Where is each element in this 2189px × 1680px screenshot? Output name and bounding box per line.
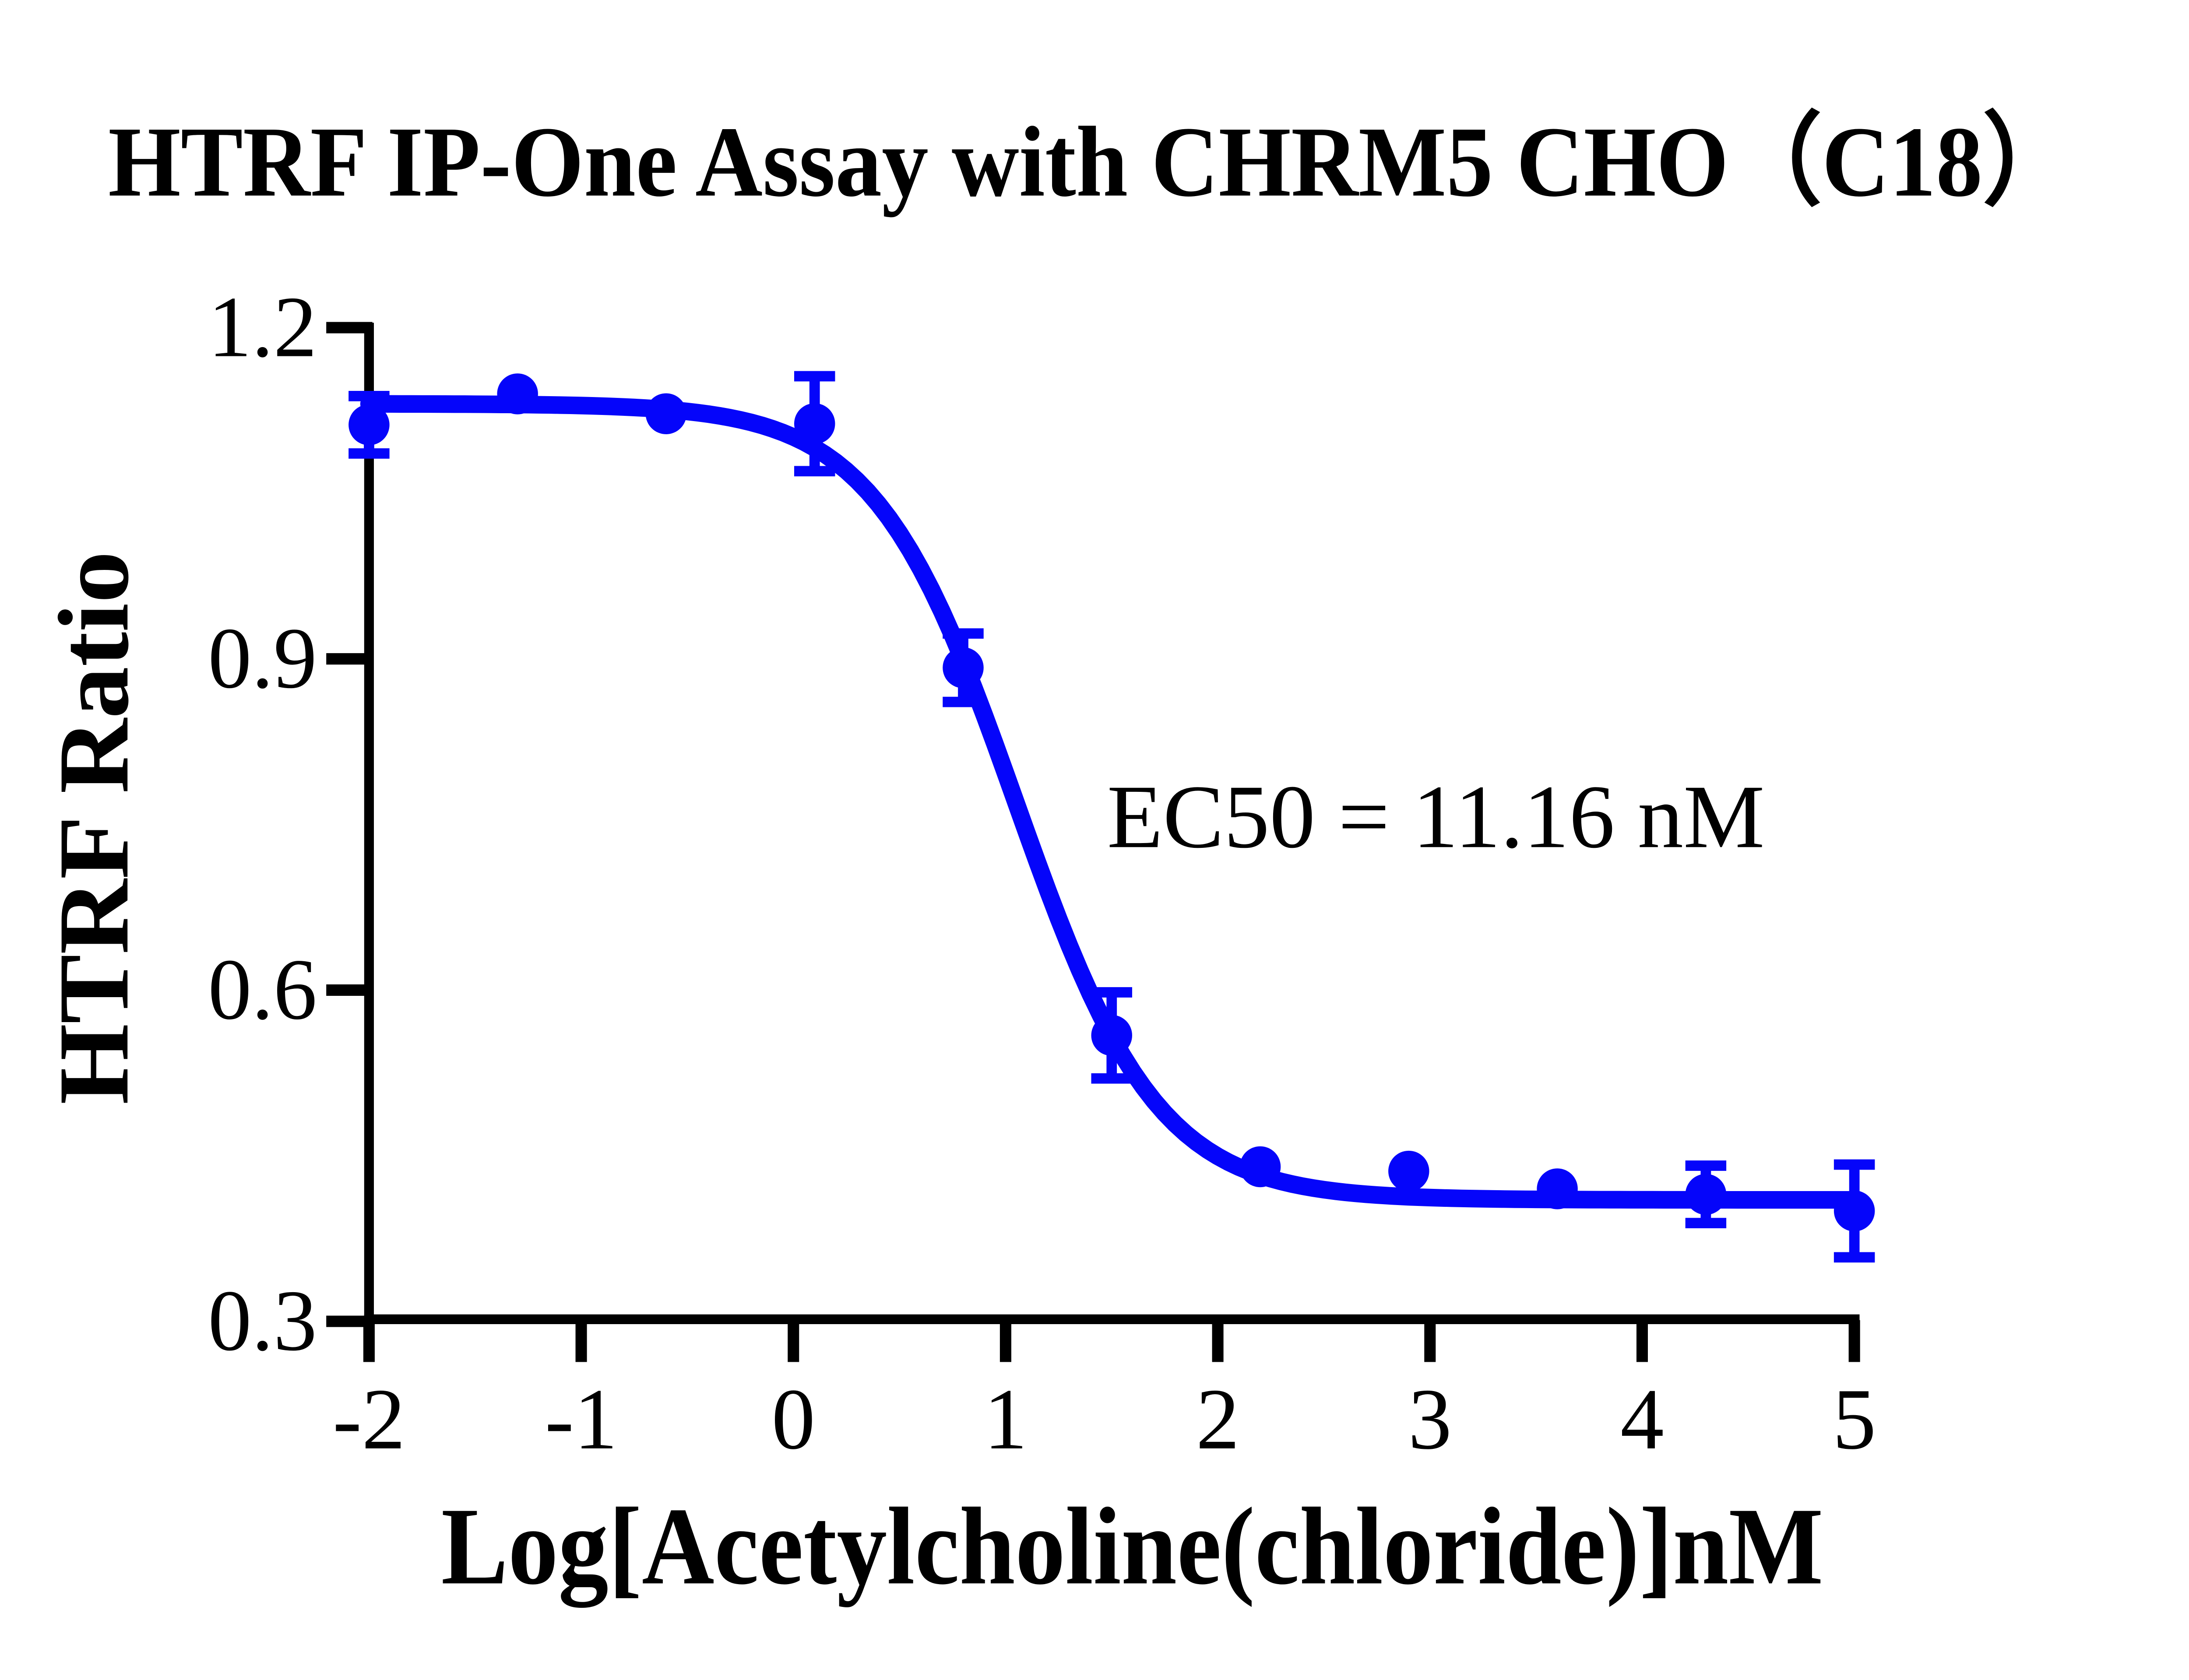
- data-point: [1239, 1146, 1281, 1188]
- data-point: [348, 404, 390, 446]
- x-tick-label: 2: [1196, 1371, 1240, 1468]
- y-tick-label: 0.6: [208, 941, 317, 1038]
- chart-title: HTRF IP-One Assay with CHRM5 CHO（C18）: [108, 106, 2076, 218]
- x-tick-label: 1: [984, 1371, 1028, 1468]
- data-point: [497, 373, 538, 415]
- x-tick-label: -2: [333, 1371, 405, 1468]
- data-point: [943, 647, 984, 689]
- x-tick-label: -1: [545, 1371, 618, 1468]
- data-point: [794, 403, 835, 444]
- x-axis-title: Log[Acetylcholine(chloride)]nM: [441, 1485, 1823, 1608]
- data-point: [1685, 1174, 1727, 1215]
- y-tick-label: 1.2: [208, 279, 317, 376]
- y-tick-label: 0.3: [208, 1272, 317, 1369]
- data-point: [1537, 1168, 1578, 1209]
- data-point: [1388, 1150, 1429, 1192]
- y-tick-label: 0.9: [208, 610, 317, 706]
- x-tick-label: 4: [1620, 1371, 1664, 1468]
- axes: [364, 323, 1860, 1324]
- data-point: [1091, 1015, 1133, 1056]
- data-point: [1834, 1190, 1875, 1232]
- x-tick-label: 3: [1408, 1371, 1452, 1468]
- plot-area: [348, 371, 1875, 1263]
- data-point: [645, 393, 687, 434]
- ec50-annotation: EC50 = 11.16 nM: [1107, 766, 1765, 867]
- y-axis-title: HTRF Ratio: [38, 551, 149, 1104]
- tick-group: -2 -1 0 1 2 3 4 5 1.2 0.9 0.6 0.3: [208, 279, 1876, 1468]
- x-tick-label: 5: [1833, 1371, 1876, 1468]
- x-tick-label: 0: [771, 1371, 815, 1468]
